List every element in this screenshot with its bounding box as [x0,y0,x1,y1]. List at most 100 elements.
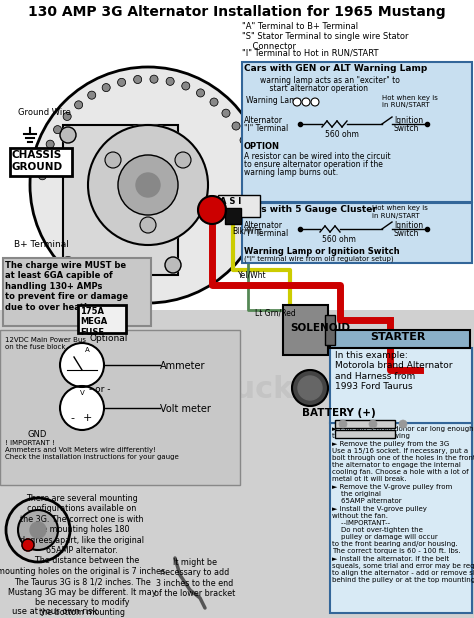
Text: Alternator: Alternator [244,116,283,125]
Text: Warning Lamp: Warning Lamp [246,96,301,105]
Circle shape [369,420,377,428]
Text: ► Remove the pulley from the 3G
Use a 15/16 socket. If necessary, put a
bolt thr: ► Remove the pulley from the 3G Use a 15… [332,441,474,482]
Circle shape [60,257,76,273]
Text: "A" Terminal to B+ Terminal: "A" Terminal to B+ Terminal [242,22,358,31]
Circle shape [60,386,104,430]
Bar [330,348,472,423]
Text: Hot when key is: Hot when key is [382,95,438,101]
Text: "I" Terminal to Hot in RUN/START: "I" Terminal to Hot in RUN/START [242,48,379,57]
Circle shape [74,101,82,109]
Bar [283,305,328,355]
Circle shape [399,420,407,428]
Text: ! IMPORTANT !
Ammeters and Volt Meters wire differently!
Check the installation : ! IMPORTANT ! Ammeters and Volt Meters w… [5,440,179,460]
Circle shape [240,136,248,144]
Circle shape [54,125,62,133]
Text: 130 AMP 3G Alternator Installation for 1965 Mustang: 130 AMP 3G Alternator Installation for 1… [28,5,446,19]
Text: use at your own risk: use at your own risk [12,607,97,616]
Text: Switch: Switch [394,229,419,238]
Text: to ensure alternator operation if the: to ensure alternator operation if the [244,160,383,169]
Circle shape [46,140,54,148]
Text: "I" Terminal: "I" Terminal [244,124,288,133]
Circle shape [41,156,49,164]
Text: +: + [82,413,91,423]
Text: Blk/Wht: Blk/Wht [232,227,262,236]
Circle shape [22,539,34,551]
Circle shape [302,98,310,106]
Text: Switch: Switch [394,124,419,133]
Text: A S I: A S I [220,197,241,206]
Text: ► Install the alternator. If the belt
squeals, some trial and error may be requi: ► Install the alternator. If the belt sq… [332,556,474,583]
Bar [3,258,151,326]
Circle shape [136,173,160,197]
Bar [0,330,240,485]
Circle shape [175,152,191,168]
Text: ► Clip wires from donor car long enough
to modify like drawing: ► Clip wires from donor car long enough … [332,426,474,439]
Bar [330,330,470,348]
Bar [0,310,474,618]
Circle shape [88,125,208,245]
Text: B+ Terminal: B+ Terminal [14,240,69,249]
Text: ("I" terminal wire from old regulator setup): ("I" terminal wire from old regulator se… [244,256,393,263]
Text: A: A [85,347,90,353]
Text: 560 ohm: 560 ohm [322,235,356,244]
Polygon shape [63,125,178,275]
Circle shape [311,98,319,106]
Bar [242,203,472,263]
Text: warning lamp acts as an "exciter" to: warning lamp acts as an "exciter" to [260,76,400,85]
Circle shape [182,82,190,90]
Bar [10,148,72,176]
Text: GND: GND [28,430,47,439]
Text: Alternator: Alternator [244,221,283,230]
Text: Yel/Wht: Yel/Wht [238,270,266,279]
Text: Cars with GEN or ALT Warning Lamp: Cars with GEN or ALT Warning Lamp [244,64,427,73]
Circle shape [6,498,70,562]
Circle shape [118,78,126,87]
Text: 175A
MEGA
FUSE: 175A MEGA FUSE [80,307,107,337]
Text: OPTION: OPTION [244,142,280,151]
Text: BATTERY (+): BATTERY (+) [302,408,376,418]
Circle shape [166,77,174,85]
Circle shape [30,522,46,538]
Text: "S" Stator Terminal to single wire Stator
    Connector: "S" Stator Terminal to single wire Stato… [242,32,409,51]
Text: In this example:
Motorola brand Alternator
and Harness from
1993 Ford Taurus: In this example: Motorola brand Alternat… [335,351,453,391]
Text: Ground Wire: Ground Wire [18,108,71,117]
Circle shape [150,75,158,83]
Bar [78,305,126,333]
Circle shape [102,83,110,91]
Text: V: V [80,390,84,396]
Text: It might be
necessary to add
3 inches to the end
of the lower bracket: It might be necessary to add 3 inches to… [155,558,236,598]
Bar [218,195,260,217]
Circle shape [134,75,142,83]
Circle shape [105,152,121,168]
Text: Ignition: Ignition [394,116,423,125]
Text: "I" Terminal: "I" Terminal [244,229,288,238]
Circle shape [30,67,266,303]
Circle shape [293,98,301,106]
Circle shape [222,109,230,117]
Text: start alternator operation: start alternator operation [260,84,368,93]
Text: Warning Lamp or Ignition Switch: Warning Lamp or Ignition Switch [244,247,400,256]
Bar [325,315,335,345]
Text: photobucket: photobucket [112,376,328,405]
Circle shape [60,343,104,387]
Text: in RUN/START: in RUN/START [372,213,419,219]
Bar [330,423,472,613]
Text: ► Install the V-grove pulley
without the fan.
    --IMPORTANT--
    Do not over-: ► Install the V-grove pulley without the… [332,506,461,554]
Text: warning lamp burns out.: warning lamp burns out. [244,168,338,177]
Text: ► Remove the V-grove pulley from
    the original
    65AMP alternator: ► Remove the V-grove pulley from the ori… [332,484,452,504]
Text: Ignition: Ignition [394,221,423,230]
Bar [335,420,395,428]
Circle shape [18,510,58,550]
Text: Hot when key is: Hot when key is [372,205,428,211]
Circle shape [210,98,218,106]
Text: The charge wire MUST be
at least 6GA capible of
handling 130+ AMPs
to prevent fi: The charge wire MUST be at least 6GA cap… [5,261,128,311]
Bar [335,430,395,438]
Circle shape [292,370,328,406]
Circle shape [232,122,240,130]
Text: A resistor can be wired into the circuit: A resistor can be wired into the circuit [244,152,391,161]
Circle shape [165,257,181,273]
Text: Cars with 5 Gauge Cluster: Cars with 5 Gauge Cluster [244,205,377,214]
Circle shape [88,91,96,99]
Bar [0,0,474,310]
Text: 560 ohm: 560 ohm [325,130,359,139]
